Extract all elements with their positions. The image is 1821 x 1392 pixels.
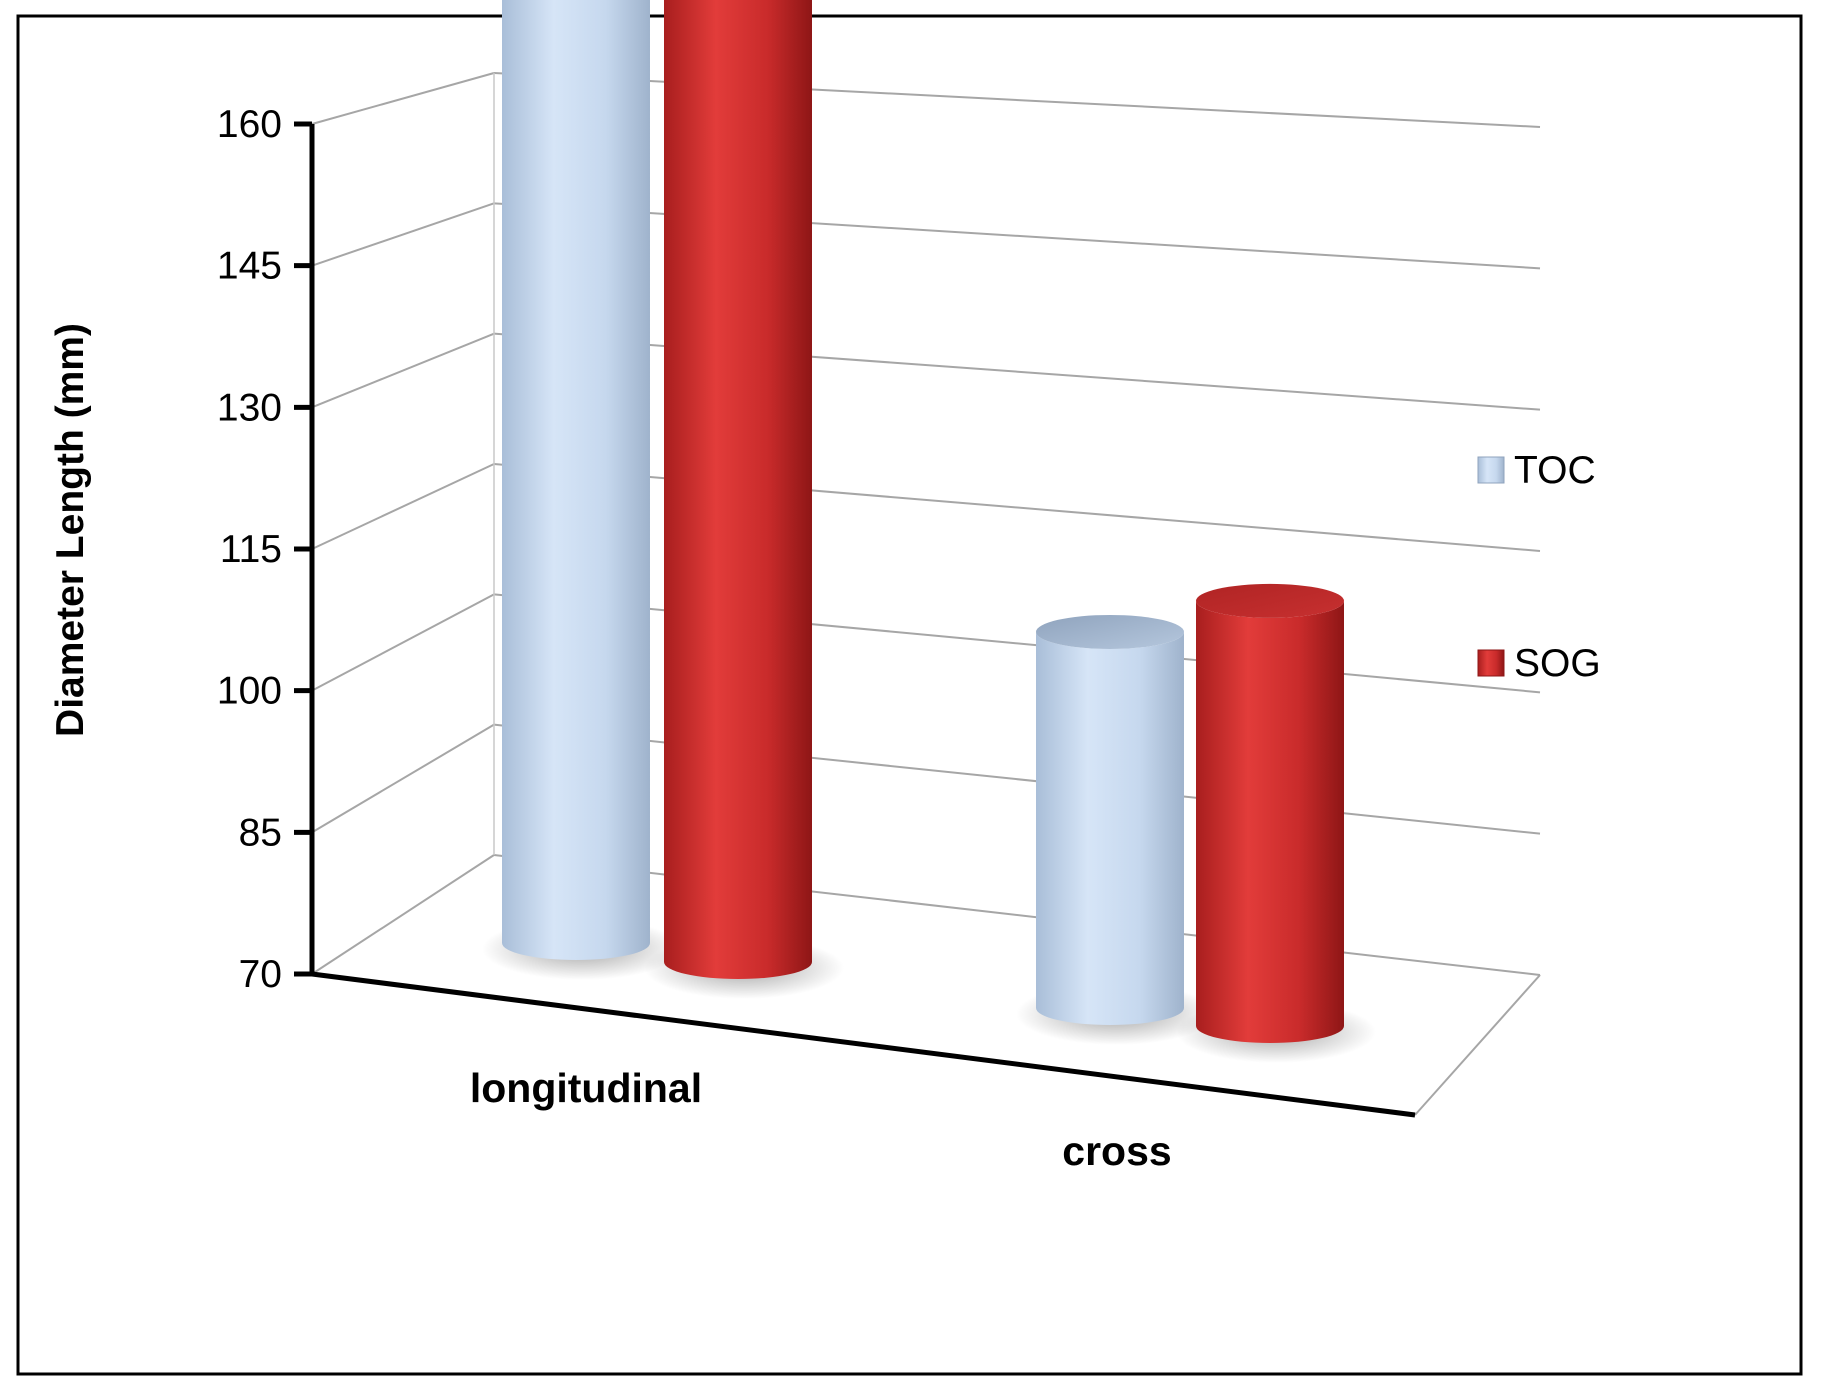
y-tick-label-145: 145 — [217, 245, 282, 288]
gridline-side-130 — [311, 332, 495, 409]
gridline-side-160 — [311, 72, 495, 125]
chart-border — [16, 14, 1803, 1376]
bar-cross-toc — [1016, 614, 1216, 1045]
y-tick-label-70: 70 — [239, 953, 282, 996]
y-tick-label-160: 160 — [217, 103, 282, 146]
category-labels: longitudinal cross — [470, 1065, 1172, 1174]
floor-edge-left — [311, 854, 495, 975]
bar-body — [1036, 631, 1184, 1025]
x-axis-line — [311, 971, 1416, 1118]
legend-label-toc: TOC — [1514, 449, 1596, 492]
legend-swatch-toc — [1477, 456, 1505, 484]
legend: TOC SOG — [1477, 449, 1601, 685]
bar-longitudinal-toc — [482, 0, 682, 980]
y-axis — [294, 121, 1416, 1118]
bar-top — [1036, 614, 1184, 649]
gridline-side-100 — [311, 593, 495, 692]
legend-swatch-sog — [1477, 649, 1505, 677]
category-label-longitudinal: longitudinal — [470, 1065, 702, 1111]
gridline-side-85 — [311, 723, 495, 834]
bar-longitudinal-sog — [644, 0, 844, 999]
bar-top — [1196, 583, 1344, 618]
y-tick-labels: 70 85 100 115 130 145 160 — [217, 103, 282, 996]
gridline-side-115 — [311, 463, 495, 550]
y-axis-label: Diameter Length (mm) — [49, 323, 92, 737]
legend-item-sog: SOG — [1477, 642, 1601, 685]
legend-item-toc: TOC — [1477, 449, 1596, 492]
bar-body — [1196, 600, 1344, 1043]
bar-body — [664, 0, 812, 979]
y-tick-label-115: 115 — [220, 528, 282, 571]
bars — [482, 0, 1376, 1063]
bar-body — [502, 0, 650, 960]
y-tick-label-85: 85 — [239, 811, 282, 854]
gridline-side-145 — [311, 202, 495, 267]
floor-edge-right — [1414, 974, 1541, 1116]
bar-cross-sog — [1176, 583, 1376, 1063]
y-tick-label-100: 100 — [217, 670, 282, 713]
legend-label-sog: SOG — [1514, 642, 1601, 685]
category-label-cross: cross — [1062, 1128, 1171, 1174]
y-tick-label-130: 130 — [217, 386, 282, 429]
